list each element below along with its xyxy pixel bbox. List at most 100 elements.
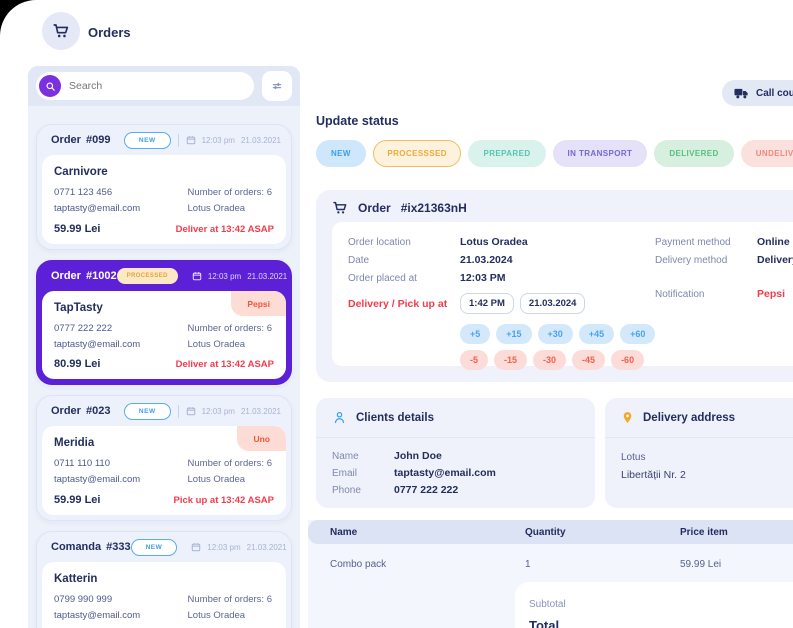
order-location: Lotus Oradea — [187, 474, 246, 486]
order-time: 12:03 pm — [201, 406, 235, 416]
filter-button[interactable] — [262, 71, 292, 101]
payment-method-label: Payment method — [655, 236, 731, 248]
order-prefix: Order — [51, 270, 81, 282]
customer-email: taptasty@email.com — [54, 339, 141, 351]
item-price: 59.99 Lei — [680, 558, 722, 570]
minus-45-button[interactable]: -45 — [572, 350, 606, 370]
minus-60-button[interactable]: -60 — [611, 350, 645, 370]
customer-email: taptasty@email.com — [54, 474, 141, 486]
order-location: Lotus Oradea — [187, 203, 246, 215]
client-name-value: John Doe — [394, 450, 442, 462]
orders-count: Number of orders: 6 — [187, 187, 272, 198]
delivery-time-input[interactable]: 1:42 PM — [460, 293, 514, 314]
order-card-body: Uno Meridia 0711 110 110 taptasty@email.… — [42, 426, 286, 515]
client-phone-value: 0777 222 222 — [394, 484, 459, 496]
order-card-header: Comanda #333 NEW 12:03 pm 21.03.2021 — [37, 532, 291, 562]
page-title: Orders — [88, 25, 131, 40]
order-location-label: Order location — [348, 236, 411, 248]
order-timestamp: 12:03 pm 21.03.2021 — [192, 271, 287, 281]
order-timestamp: 12:03 pm 21.03.2021 — [186, 406, 281, 416]
order-location: Lotus Oradea — [187, 339, 246, 351]
delivery-method-label: Delivery method — [655, 254, 728, 266]
calendar-icon — [191, 542, 201, 552]
items-table-header: Name Quantity Price item — [308, 520, 793, 544]
delivery-date-input[interactable]: 21.03.2024 — [519, 293, 586, 314]
order-card-body: Carnivore 0771 123 456 taptasty@email.co… — [42, 155, 286, 244]
client-email-label: Email — [332, 467, 358, 479]
minus-30-button[interactable]: -30 — [533, 350, 567, 370]
status-chip-in-transport[interactable]: IN TRANSPORT — [552, 140, 648, 167]
clients-panel-body: Name John Doe Email taptasty@email.com P… — [316, 438, 595, 508]
order-location-value: Lotus Oradea — [460, 236, 528, 248]
order-time: 12:03 pm — [207, 542, 241, 552]
delivery-address-panel: Delivery address Lotus Libertății Nr. 2 — [605, 398, 793, 508]
order-timestamp: 12:03 pm 21.03.2021 — [191, 542, 287, 552]
minus-15-button[interactable]: -15 — [494, 350, 528, 370]
order-date: 21.03.2021 — [247, 271, 288, 281]
order-prefix: Order — [51, 134, 81, 146]
status-badge: NEW — [123, 402, 171, 420]
order-id: #ix21363nH — [400, 201, 467, 215]
plus-5-button[interactable]: +5 — [460, 324, 491, 344]
pickup-note: Pick up at 13:42 ASAP — [173, 495, 275, 506]
order-date: 21.03.2021 — [240, 406, 281, 416]
order-detail-card: Order location Lotus Oradea Date 21.03.2… — [332, 222, 793, 370]
search-input[interactable] — [69, 80, 219, 92]
order-card-1002-selected[interactable]: Order #1002 PROCESSED 12:03 pm 21.03.202… — [36, 260, 292, 385]
order-timestamp: 12:03 pm 21.03.2021 — [186, 135, 281, 145]
order-number: #333 — [106, 541, 131, 553]
call-courier-button[interactable]: Call courier — [722, 80, 793, 106]
orders-count: Number of orders: 6 — [187, 323, 272, 334]
orders-count: Number of orders: 6 — [187, 458, 272, 469]
customer-name: TapTasty — [54, 302, 103, 314]
search-icon — [39, 75, 61, 97]
order-card-099[interactable]: Order #099 NEW 12:03 pm 21.03.2021 Carni… — [36, 124, 292, 250]
col-header-name: Name — [330, 526, 358, 538]
order-panel-title: Order — [358, 201, 391, 215]
plus-15-button[interactable]: +15 — [496, 324, 532, 344]
delivery-note: Deliver at 13:42 ASAP — [175, 224, 274, 235]
status-chip-delivered[interactable]: DELIVERED — [654, 140, 734, 167]
status-chip-new[interactable]: NEW — [316, 140, 366, 167]
customer-name: Meridia — [54, 437, 95, 449]
client-name-label: Name — [332, 450, 359, 462]
order-card-header: Order #1002 PROCESSED 12:03 pm 21.03.202… — [37, 261, 291, 291]
orders-count: Number of orders: 6 — [187, 594, 272, 605]
status-badge: PROCESSED — [116, 268, 178, 284]
order-card-023[interactable]: Order #023 NEW 12:03 pm 21.03.2021 Uno M… — [36, 395, 292, 521]
search-box[interactable] — [36, 72, 254, 100]
customer-phone: 0777 222 222 — [54, 323, 113, 334]
status-chip-prepared[interactable]: PREPARED — [468, 140, 546, 167]
order-card-333[interactable]: Comanda #333 NEW 12:03 pm 21.03.2021 Kat… — [36, 531, 292, 628]
status-chip-processed[interactable]: PROCESSSED — [372, 140, 462, 167]
order-date: 21.03.2021 — [240, 135, 281, 145]
orders-cart-avatar — [42, 12, 80, 50]
plus-30-button[interactable]: +30 — [537, 324, 573, 344]
update-status-heading: Update status — [316, 114, 399, 128]
minus-5-button[interactable]: -5 — [460, 350, 489, 370]
search-bar — [28, 66, 300, 106]
item-name: Combo pack — [330, 558, 387, 570]
order-date: 21.03.2021 — [246, 542, 287, 552]
order-placed-label: Order placed at — [348, 272, 417, 284]
status-chip-undelivered[interactable]: UNDELIVERED — [740, 140, 793, 167]
location-pin-icon — [621, 410, 634, 425]
order-card-header: Order #023 NEW 12:03 pm 21.03.2021 — [37, 396, 291, 426]
customer-name: Carnivore — [54, 166, 108, 178]
calendar-icon — [186, 135, 196, 145]
plus-60-button[interactable]: +60 — [620, 324, 656, 344]
table-row: Combo pack 1 59.99 Lei — [308, 544, 793, 584]
cart-icon — [52, 22, 70, 40]
notification-value: Pepsi — [757, 288, 786, 300]
divider — [177, 133, 179, 147]
payment-method-value: Online — [757, 236, 790, 248]
order-card-body: Katterin 0799 990 999 taptasty@email.com… — [42, 562, 286, 628]
subtotal-label: Subtotal — [529, 599, 566, 610]
status-chips-row: NEW PROCESSSED PREPARED IN TRANSPORT DEL… — [316, 140, 793, 167]
plus-45-button[interactable]: +45 — [578, 324, 615, 344]
order-detail-panel: Order #ix21363nH Order location Lotus Or… — [316, 190, 793, 382]
order-panel-header: Order #ix21363nH — [316, 190, 793, 226]
calendar-icon — [192, 271, 202, 281]
clients-panel-header: Clients details — [316, 398, 595, 438]
